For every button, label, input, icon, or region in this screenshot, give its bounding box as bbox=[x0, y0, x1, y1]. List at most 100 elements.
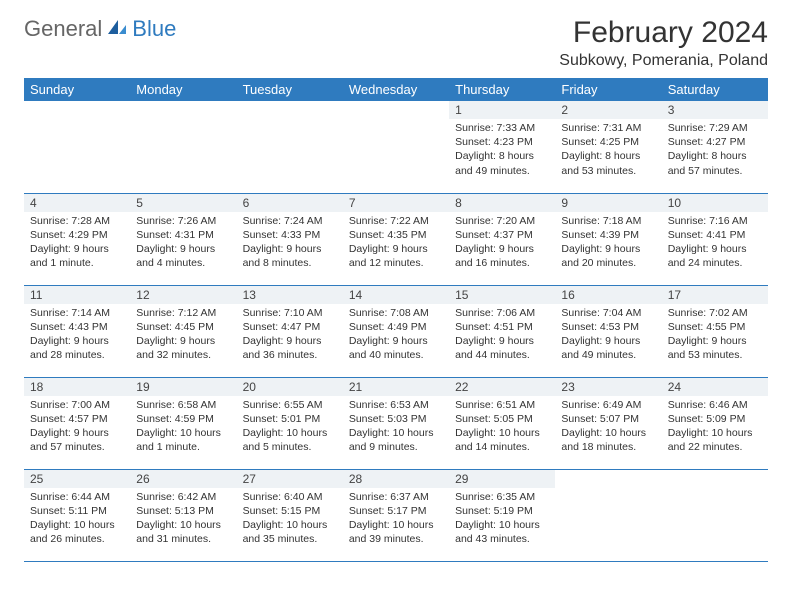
day-number: 4 bbox=[24, 194, 130, 212]
day-details: Sunrise: 6:49 AMSunset: 5:07 PMDaylight:… bbox=[555, 396, 661, 459]
calendar-empty-cell: .. bbox=[343, 101, 449, 193]
day-number: 8 bbox=[449, 194, 555, 212]
calendar-day-cell: 17Sunrise: 7:02 AMSunset: 4:55 PMDayligh… bbox=[662, 285, 768, 377]
day-number: 13 bbox=[237, 286, 343, 304]
day-details: Sunrise: 7:06 AMSunset: 4:51 PMDaylight:… bbox=[449, 304, 555, 367]
location: Subkowy, Pomerania, Poland bbox=[559, 52, 768, 70]
day-details: Sunrise: 6:55 AMSunset: 5:01 PMDaylight:… bbox=[237, 396, 343, 459]
day-number: 12 bbox=[130, 286, 236, 304]
day-number: 21 bbox=[343, 378, 449, 396]
month-title: February 2024 bbox=[559, 16, 768, 50]
calendar-week-row: 4Sunrise: 7:28 AMSunset: 4:29 PMDaylight… bbox=[24, 193, 768, 285]
calendar-day-cell: 3Sunrise: 7:29 AMSunset: 4:27 PMDaylight… bbox=[662, 101, 768, 193]
day-details: Sunrise: 7:04 AMSunset: 4:53 PMDaylight:… bbox=[555, 304, 661, 367]
calendar-day-cell: 10Sunrise: 7:16 AMSunset: 4:41 PMDayligh… bbox=[662, 193, 768, 285]
calendar-empty-cell: .. bbox=[237, 101, 343, 193]
calendar-day-cell: 1Sunrise: 7:33 AMSunset: 4:23 PMDaylight… bbox=[449, 101, 555, 193]
brand-logo: General Blue bbox=[24, 16, 176, 42]
day-details: Sunrise: 7:00 AMSunset: 4:57 PMDaylight:… bbox=[24, 396, 130, 459]
brand-general: General bbox=[24, 16, 102, 42]
day-number: 2 bbox=[555, 101, 661, 119]
calendar-day-cell: 12Sunrise: 7:12 AMSunset: 4:45 PMDayligh… bbox=[130, 285, 236, 377]
day-details: Sunrise: 7:29 AMSunset: 4:27 PMDaylight:… bbox=[662, 119, 768, 182]
calendar-header: SundayMondayTuesdayWednesdayThursdayFrid… bbox=[24, 78, 768, 101]
day-details: Sunrise: 6:44 AMSunset: 5:11 PMDaylight:… bbox=[24, 488, 130, 551]
day-details: Sunrise: 7:02 AMSunset: 4:55 PMDaylight:… bbox=[662, 304, 768, 367]
calendar-day-cell: 11Sunrise: 7:14 AMSunset: 4:43 PMDayligh… bbox=[24, 285, 130, 377]
calendar-body: ........1Sunrise: 7:33 AMSunset: 4:23 PM… bbox=[24, 101, 768, 561]
day-details: Sunrise: 7:08 AMSunset: 4:49 PMDaylight:… bbox=[343, 304, 449, 367]
calendar-day-cell: 7Sunrise: 7:22 AMSunset: 4:35 PMDaylight… bbox=[343, 193, 449, 285]
day-details: Sunrise: 7:20 AMSunset: 4:37 PMDaylight:… bbox=[449, 212, 555, 275]
calendar-day-cell: 29Sunrise: 6:35 AMSunset: 5:19 PMDayligh… bbox=[449, 469, 555, 561]
calendar-empty-cell: .. bbox=[130, 101, 236, 193]
weekday-header: Thursday bbox=[449, 78, 555, 101]
calendar-day-cell: 8Sunrise: 7:20 AMSunset: 4:37 PMDaylight… bbox=[449, 193, 555, 285]
day-number: 7 bbox=[343, 194, 449, 212]
calendar-day-cell: 4Sunrise: 7:28 AMSunset: 4:29 PMDaylight… bbox=[24, 193, 130, 285]
day-details: Sunrise: 7:16 AMSunset: 4:41 PMDaylight:… bbox=[662, 212, 768, 275]
day-details: Sunrise: 6:53 AMSunset: 5:03 PMDaylight:… bbox=[343, 396, 449, 459]
day-number: 20 bbox=[237, 378, 343, 396]
calendar-day-cell: 28Sunrise: 6:37 AMSunset: 5:17 PMDayligh… bbox=[343, 469, 449, 561]
day-details: Sunrise: 6:40 AMSunset: 5:15 PMDaylight:… bbox=[237, 488, 343, 551]
day-number: 19 bbox=[130, 378, 236, 396]
calendar-day-cell: 2Sunrise: 7:31 AMSunset: 4:25 PMDaylight… bbox=[555, 101, 661, 193]
calendar-day-cell: 22Sunrise: 6:51 AMSunset: 5:05 PMDayligh… bbox=[449, 377, 555, 469]
calendar-day-cell: 21Sunrise: 6:53 AMSunset: 5:03 PMDayligh… bbox=[343, 377, 449, 469]
day-details: Sunrise: 7:10 AMSunset: 4:47 PMDaylight:… bbox=[237, 304, 343, 367]
day-details: Sunrise: 6:37 AMSunset: 5:17 PMDaylight:… bbox=[343, 488, 449, 551]
day-number: 16 bbox=[555, 286, 661, 304]
day-details: Sunrise: 6:35 AMSunset: 5:19 PMDaylight:… bbox=[449, 488, 555, 551]
day-number: 17 bbox=[662, 286, 768, 304]
calendar-day-cell: 5Sunrise: 7:26 AMSunset: 4:31 PMDaylight… bbox=[130, 193, 236, 285]
header: General Blue February 2024 Subkowy, Pome… bbox=[24, 16, 768, 70]
day-number: 10 bbox=[662, 194, 768, 212]
calendar-day-cell: 9Sunrise: 7:18 AMSunset: 4:39 PMDaylight… bbox=[555, 193, 661, 285]
calendar-day-cell: 16Sunrise: 7:04 AMSunset: 4:53 PMDayligh… bbox=[555, 285, 661, 377]
day-details: Sunrise: 7:22 AMSunset: 4:35 PMDaylight:… bbox=[343, 212, 449, 275]
day-details: Sunrise: 7:28 AMSunset: 4:29 PMDaylight:… bbox=[24, 212, 130, 275]
sail-icon bbox=[106, 16, 128, 42]
calendar-day-cell: 27Sunrise: 6:40 AMSunset: 5:15 PMDayligh… bbox=[237, 469, 343, 561]
day-details: Sunrise: 7:14 AMSunset: 4:43 PMDaylight:… bbox=[24, 304, 130, 367]
calendar-day-cell: 18Sunrise: 7:00 AMSunset: 4:57 PMDayligh… bbox=[24, 377, 130, 469]
calendar-day-cell: 26Sunrise: 6:42 AMSunset: 5:13 PMDayligh… bbox=[130, 469, 236, 561]
day-number: 11 bbox=[24, 286, 130, 304]
day-details: Sunrise: 7:12 AMSunset: 4:45 PMDaylight:… bbox=[130, 304, 236, 367]
day-details: Sunrise: 7:31 AMSunset: 4:25 PMDaylight:… bbox=[555, 119, 661, 182]
day-number: 6 bbox=[237, 194, 343, 212]
calendar-week-row: 25Sunrise: 6:44 AMSunset: 5:11 PMDayligh… bbox=[24, 469, 768, 561]
calendar-table: SundayMondayTuesdayWednesdayThursdayFrid… bbox=[24, 78, 768, 562]
title-block: February 2024 Subkowy, Pomerania, Poland bbox=[559, 16, 768, 70]
calendar-day-cell: 25Sunrise: 6:44 AMSunset: 5:11 PMDayligh… bbox=[24, 469, 130, 561]
day-number: 29 bbox=[449, 470, 555, 488]
brand-blue: Blue bbox=[132, 16, 176, 42]
weekday-header: Sunday bbox=[24, 78, 130, 101]
day-number: 22 bbox=[449, 378, 555, 396]
calendar-week-row: ........1Sunrise: 7:33 AMSunset: 4:23 PM… bbox=[24, 101, 768, 193]
day-details: Sunrise: 7:26 AMSunset: 4:31 PMDaylight:… bbox=[130, 212, 236, 275]
weekday-header: Wednesday bbox=[343, 78, 449, 101]
day-number: 1 bbox=[449, 101, 555, 119]
calendar-empty-cell: .. bbox=[24, 101, 130, 193]
day-number: 23 bbox=[555, 378, 661, 396]
day-number: 3 bbox=[662, 101, 768, 119]
day-number: 15 bbox=[449, 286, 555, 304]
calendar-day-cell: 23Sunrise: 6:49 AMSunset: 5:07 PMDayligh… bbox=[555, 377, 661, 469]
calendar-day-cell: 20Sunrise: 6:55 AMSunset: 5:01 PMDayligh… bbox=[237, 377, 343, 469]
calendar-week-row: 18Sunrise: 7:00 AMSunset: 4:57 PMDayligh… bbox=[24, 377, 768, 469]
calendar-day-cell: 15Sunrise: 7:06 AMSunset: 4:51 PMDayligh… bbox=[449, 285, 555, 377]
day-details: Sunrise: 7:18 AMSunset: 4:39 PMDaylight:… bbox=[555, 212, 661, 275]
day-details: Sunrise: 7:24 AMSunset: 4:33 PMDaylight:… bbox=[237, 212, 343, 275]
calendar-day-cell: 6Sunrise: 7:24 AMSunset: 4:33 PMDaylight… bbox=[237, 193, 343, 285]
weekday-header: Saturday bbox=[662, 78, 768, 101]
day-number: 26 bbox=[130, 470, 236, 488]
calendar-day-cell: 13Sunrise: 7:10 AMSunset: 4:47 PMDayligh… bbox=[237, 285, 343, 377]
day-number: 28 bbox=[343, 470, 449, 488]
day-details: Sunrise: 6:58 AMSunset: 4:59 PMDaylight:… bbox=[130, 396, 236, 459]
weekday-header: Monday bbox=[130, 78, 236, 101]
calendar-day-cell: 14Sunrise: 7:08 AMSunset: 4:49 PMDayligh… bbox=[343, 285, 449, 377]
calendar-day-cell: 24Sunrise: 6:46 AMSunset: 5:09 PMDayligh… bbox=[662, 377, 768, 469]
day-details: Sunrise: 6:51 AMSunset: 5:05 PMDaylight:… bbox=[449, 396, 555, 459]
